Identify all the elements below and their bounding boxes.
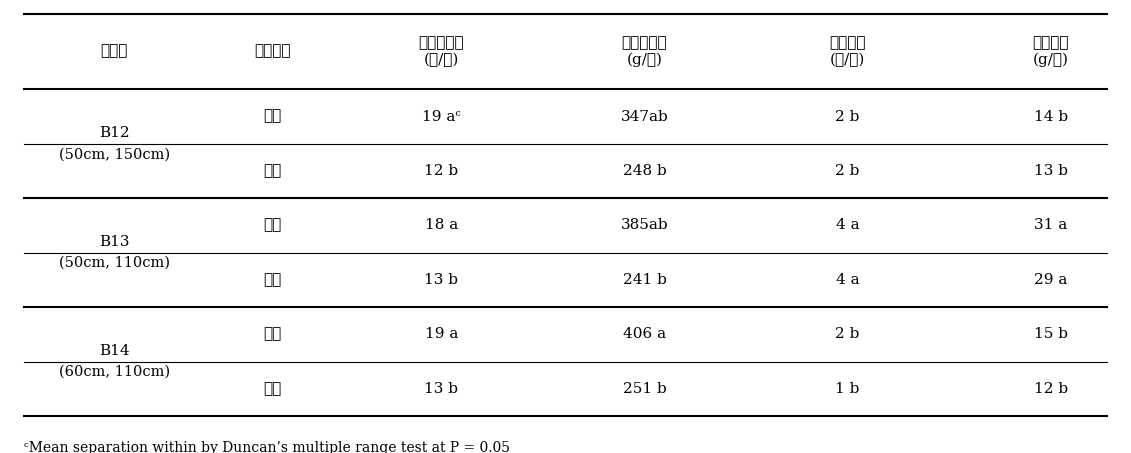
Text: 19 a: 19 a: [425, 328, 458, 341]
Text: 하단: 하단: [264, 273, 282, 287]
Text: 13 b: 13 b: [1034, 164, 1068, 178]
Text: 14 b: 14 b: [1034, 110, 1068, 124]
Text: 베드위치: 베드위치: [254, 45, 291, 58]
Text: 13 b: 13 b: [424, 273, 458, 287]
Text: 248 b: 248 b: [622, 164, 666, 178]
Text: 29 a: 29 a: [1034, 273, 1068, 287]
Text: B13: B13: [98, 235, 129, 249]
Text: 2 b: 2 b: [836, 328, 860, 341]
Text: 상단: 상단: [264, 110, 282, 124]
Text: 406 a: 406 a: [623, 328, 666, 341]
Text: 19 aᶜ: 19 aᶜ: [422, 110, 460, 124]
Text: (50cm, 110cm): (50cm, 110cm): [59, 256, 170, 270]
Text: 347ab: 347ab: [621, 110, 668, 124]
Text: 하우스: 하우스: [101, 45, 128, 58]
Text: ᶜMean separation within by Duncan’s multiple range test at P = 0.05: ᶜMean separation within by Duncan’s mult…: [24, 441, 510, 453]
Text: (50cm, 150cm): (50cm, 150cm): [59, 147, 170, 161]
Text: B14: B14: [98, 344, 130, 358]
Text: (60cm, 110cm): (60cm, 110cm): [59, 365, 170, 379]
Text: B12: B12: [98, 126, 130, 140]
Text: 상단: 상단: [264, 218, 282, 232]
Text: 2 b: 2 b: [836, 164, 860, 178]
Text: 4 a: 4 a: [836, 218, 860, 232]
Text: 18 a: 18 a: [425, 218, 458, 232]
Text: 하단: 하단: [264, 164, 282, 178]
Text: 251 b: 251 b: [622, 382, 666, 396]
Text: 비과무게
(g/주): 비과무게 (g/주): [1033, 36, 1069, 67]
Text: 385ab: 385ab: [621, 218, 668, 232]
Text: 31 a: 31 a: [1034, 218, 1068, 232]
Text: 상품과수량
(개/주): 상품과수량 (개/주): [418, 36, 464, 67]
Text: 비과수량
(개/주): 비과수량 (개/주): [829, 36, 866, 67]
Text: 상단: 상단: [264, 328, 282, 341]
Text: 13 b: 13 b: [424, 382, 458, 396]
Text: 241 b: 241 b: [622, 273, 666, 287]
Text: 하단: 하단: [264, 382, 282, 396]
Text: 12 b: 12 b: [1034, 382, 1068, 396]
Text: 2 b: 2 b: [836, 110, 860, 124]
Text: 15 b: 15 b: [1034, 328, 1068, 341]
Text: 12 b: 12 b: [424, 164, 458, 178]
Text: 4 a: 4 a: [836, 273, 860, 287]
Text: 상품과무게
(g/주): 상품과무게 (g/주): [622, 36, 667, 67]
Text: 1 b: 1 b: [836, 382, 860, 396]
